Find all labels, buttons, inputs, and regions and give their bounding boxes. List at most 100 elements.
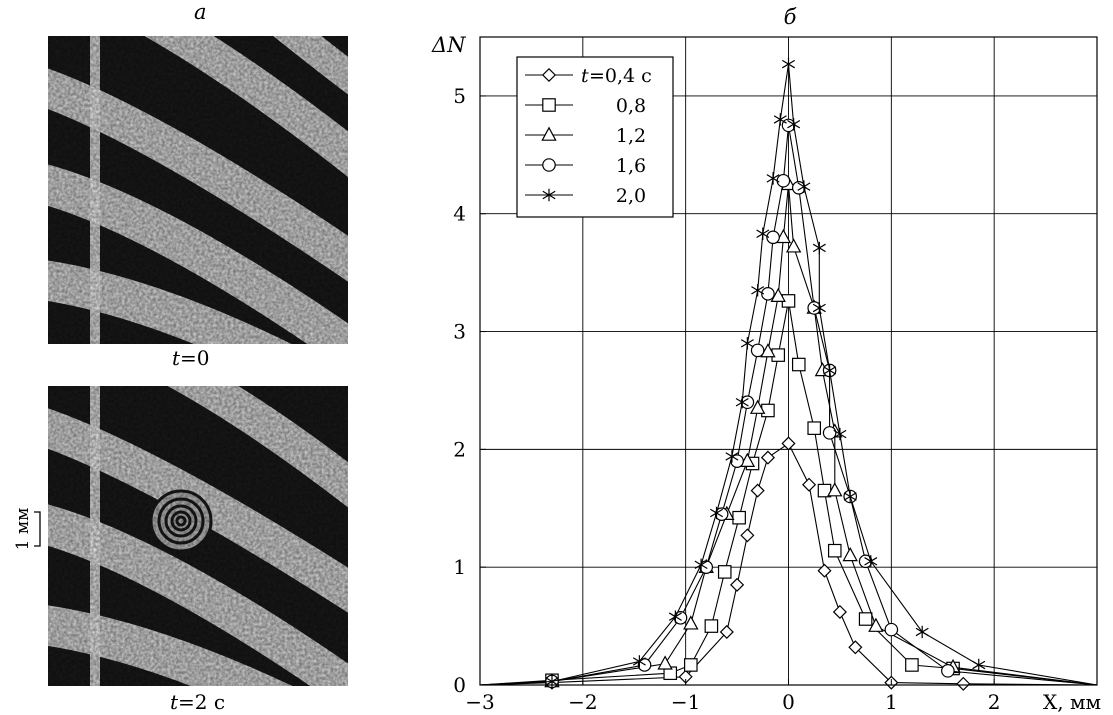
asterisk-marker [773,113,787,126]
asterisk-marker [812,241,826,255]
square-marker [761,403,775,418]
asterisk-marker [756,227,770,240]
diamond-marker [750,483,765,498]
diamond-marker [740,528,755,543]
series-group [479,57,1098,691]
square-marker [717,565,732,579]
legend-label: 1,6 [616,155,646,177]
square-marker [791,357,806,372]
asterisk-marker [694,558,708,572]
diamond-marker [848,640,863,655]
asterisk-marker [972,658,986,672]
square-marker [905,658,919,672]
square-marker [704,619,719,633]
asterisk-marker [710,506,724,520]
circle-marker [542,158,556,172]
y-tick-label: 4 [453,202,466,226]
panel-a-label: a [194,0,207,24]
top-image-caption: t=0 [172,346,210,370]
square-marker [858,612,873,626]
series-line [479,442,1098,686]
diamond-marker [760,450,775,465]
bottom-image-caption: t=2 с [170,690,226,714]
axes: −3 −2 −1 0 1 2 0 1 2 3 4 5 X, мм ΔN [431,33,1101,714]
circle-marker [766,230,780,245]
scale-bar: 1 мм [13,508,41,551]
asterisk-marker [915,625,929,639]
asterisk-marker [864,555,878,568]
interferogram-image-bottom [48,386,348,686]
series-diamond [479,436,1098,691]
legend-label: =0,4 с [589,65,652,87]
y-tick-label: 3 [453,320,466,344]
square-marker [684,658,698,672]
asterisk-marker [766,172,780,185]
interferogram-image-top [48,36,348,344]
x-tick-label: −2 [568,690,597,714]
circle-marker [750,343,765,358]
triangle-marker [785,238,802,253]
diamond-marker [956,676,971,691]
asterisk-marker [751,284,765,297]
circle-marker [761,287,775,301]
circle-marker [941,664,955,678]
legend-prefix: t [581,65,589,87]
triangle-marker [868,617,884,632]
diamond-marker [817,563,832,578]
legend-item: t =0,4 с [525,65,652,87]
diamond-marker [802,477,817,492]
fringe-pattern-bottom [48,386,348,686]
y-tick-label: 5 [453,84,466,108]
asterisk-marker [740,337,754,350]
y-tick-label: 1 [453,555,466,579]
panel-b-label: б [784,5,797,29]
x-tick-label: −3 [465,690,494,714]
x-tick-label: −1 [671,690,700,714]
diamond-marker [781,436,796,451]
diamond-marker [541,67,557,83]
series-asterisk [479,57,1098,688]
legend-item: 1,6 [525,155,646,177]
asterisk-marker [787,117,801,131]
fringe-pattern-top [48,36,348,344]
triangle-marker [827,482,843,497]
square-marker [732,510,746,525]
legend-label: 1,2 [616,125,646,147]
diamond-marker [719,624,734,640]
triangle-marker [842,546,858,562]
legend: t =0,4 с 0,8 1,2 1,6 2,0 [516,56,674,218]
diamond-marker [832,604,847,620]
asterisk-marker [735,396,749,409]
asterisk-marker [668,610,682,623]
legend-box [516,56,674,218]
triangle-marker [775,228,792,244]
asterisk-marker [632,655,646,668]
legend-label: 0,8 [616,95,646,117]
legend-label: 2,0 [616,185,646,207]
x-axis-label: X, мм [1043,690,1101,714]
triangle-marker [770,287,786,302]
asterisk-marker [781,57,796,71]
square-marker [827,543,842,558]
legend-item: 0,8 [525,95,646,117]
square-marker [807,421,822,435]
diamond-marker [730,577,745,592]
asterisk-marker [812,301,826,315]
triangle-marker [683,615,699,630]
asterisk-marker [823,364,837,377]
legend-item: 1,2 [525,125,646,147]
asterisk-marker [843,490,857,503]
y-tick-label: 2 [453,437,466,461]
y-tick-label: 0 [453,673,466,697]
circle-marker [822,426,837,440]
x-tick-label: 1 [885,690,898,714]
asterisk-marker [797,180,811,193]
series-line [479,125,1098,686]
scale-bar-label: 1 мм [13,508,33,551]
triangle-marker [749,399,766,414]
asterisk-marker [725,450,739,463]
y-axis-label: ΔN [431,33,466,57]
asterisk-marker [542,188,556,202]
triangle-marker [760,343,776,358]
